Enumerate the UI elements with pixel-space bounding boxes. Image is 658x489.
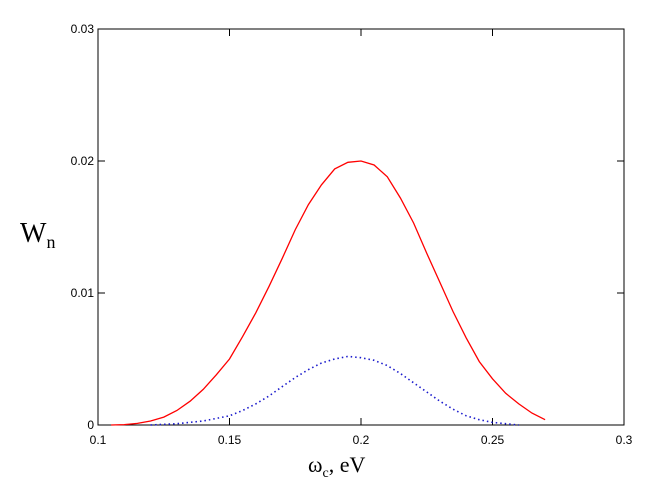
y-tick-label: 0.01: [71, 286, 95, 300]
x-tick-label: 0.25: [481, 433, 505, 447]
y-axis-label: Wn: [20, 218, 55, 252]
x-axis-label-sub: c: [322, 466, 328, 481]
series-line-1: [111, 160, 546, 426]
plot-frame: [97, 28, 625, 426]
y-axis-label-sub: n: [46, 232, 55, 252]
x-axis-label: ωc, eV: [308, 452, 365, 481]
y-tick-label: 0.02: [71, 154, 95, 168]
y-tick-label: 0.03: [71, 22, 95, 36]
x-tick-label: 0.15: [218, 433, 242, 447]
y-axis-label-main: W: [20, 218, 47, 249]
x-tick-label: 0.3: [616, 433, 633, 447]
series-group: [111, 160, 546, 426]
x-axis-label-main: ω: [308, 452, 322, 477]
x-tick-label: 0.1: [90, 433, 107, 447]
tick-labels: 0.1 0.15 0.2 0.25 0.3 0 0.01 0.02 0.03: [71, 22, 633, 447]
x-tick-label: 0.2: [353, 433, 370, 447]
x-axis-label-suffix: , eV: [329, 452, 366, 477]
ticks: [97, 28, 625, 426]
y-tick-label: 0: [87, 418, 94, 432]
series-line-2: [150, 355, 519, 426]
